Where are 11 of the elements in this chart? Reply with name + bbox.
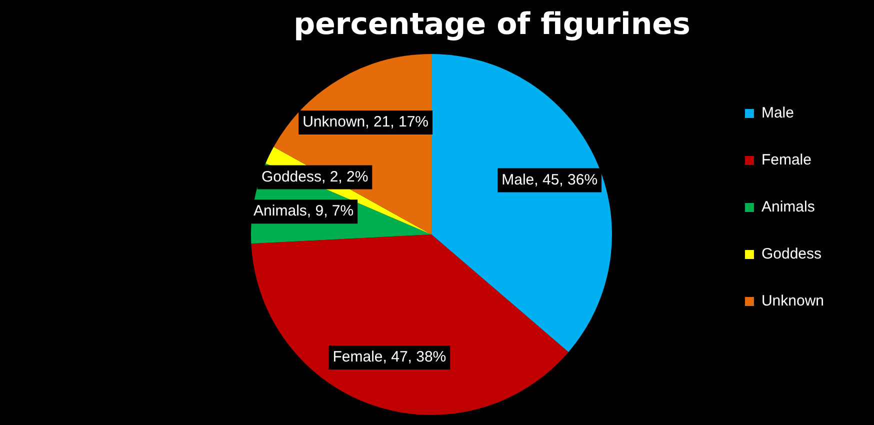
data-label: Male, 45, 36%: [502, 171, 598, 188]
legend-label: Goddess: [761, 246, 822, 263]
data-label: Animals, 9, 7%: [254, 202, 354, 220]
data-label: Female, 47, 38%: [332, 348, 446, 366]
legend-label: Unknown: [761, 292, 824, 310]
legend-label: Animals: [761, 198, 815, 216]
legend-label: Female: [761, 152, 812, 169]
data-label: Unknown, 21, 17%: [302, 114, 429, 131]
chart-title: percentage of figurines: [294, 6, 690, 42]
legend-label: Male: [761, 104, 794, 122]
data-label: Goddess, 2, 2%: [261, 168, 368, 186]
